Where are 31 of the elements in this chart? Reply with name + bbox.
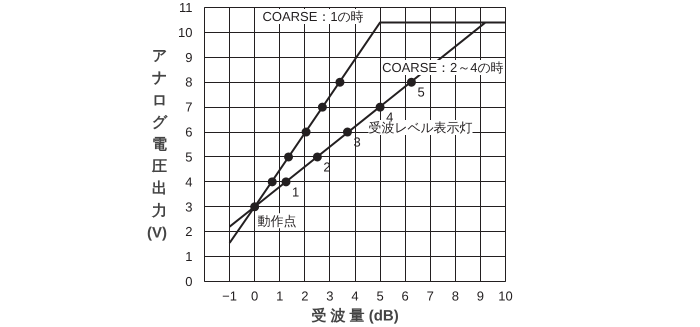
y-tick-label: 1 xyxy=(185,249,193,264)
annotation: COARSE：2～4の時 xyxy=(382,60,504,75)
text: アナログ電圧出力 (V) xyxy=(147,48,168,242)
x-tick-label: 2 xyxy=(301,288,308,304)
y-tick-label: 10 xyxy=(178,24,193,40)
y-tick-label: 0 xyxy=(185,274,193,289)
x-tick-label: 6 xyxy=(402,288,409,304)
y-tick-label: 9 xyxy=(185,50,193,65)
x-tick-label: 4 xyxy=(351,288,359,304)
annotation: COARSE：1の時 xyxy=(262,9,364,24)
annotation: 動作点 xyxy=(258,213,297,228)
x-tick-label: 5 xyxy=(376,288,384,304)
x-tick-label: 9 xyxy=(476,288,484,304)
x-tick-label: 3 xyxy=(326,288,334,304)
y-tick-label: 6 xyxy=(185,124,193,140)
y-tick-label: 11 xyxy=(179,0,193,15)
y-tick-label: 8 xyxy=(185,74,193,90)
y-tick-label: 5 xyxy=(185,149,193,164)
y-tick-label: 2 xyxy=(185,224,193,240)
x-tick-label: 8 xyxy=(452,288,459,304)
x-tick-label: 1 xyxy=(276,288,284,304)
x-tick-label: 7 xyxy=(426,288,434,304)
x-tick-label: 10 xyxy=(498,288,513,304)
annotation: 5 xyxy=(417,84,425,100)
y-tick-label: 4 xyxy=(185,174,193,190)
y-tick-label: 7 xyxy=(185,100,193,115)
annotation: 1 xyxy=(292,184,300,200)
x-axis-title: 受 波 量 (dB) xyxy=(310,308,399,324)
x-tick-label: −1 xyxy=(222,288,237,304)
x-tick-label: 0 xyxy=(251,288,258,304)
y-tick-label: 3 xyxy=(185,199,193,214)
